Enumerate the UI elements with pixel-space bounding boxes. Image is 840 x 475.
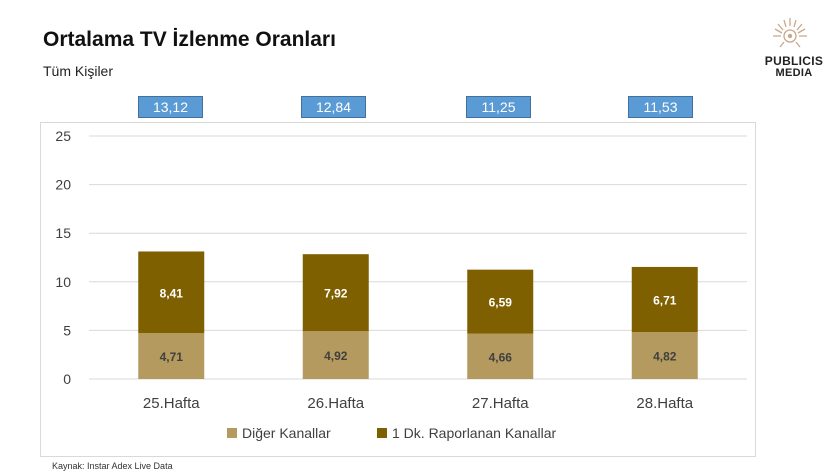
data-label: 6,59 <box>489 296 513 310</box>
legend-swatch-raporlanan <box>377 428 387 438</box>
y-tick-label: 0 <box>63 371 71 387</box>
bar-diger <box>138 333 205 379</box>
data-label: 8,41 <box>160 286 184 300</box>
x-tick-label: 27.Hafta <box>472 395 529 412</box>
source-note: Kaynak: Instar Adex Live Data <box>52 461 173 471</box>
logo-line1: PUBLICIS <box>764 54 824 68</box>
y-tick-label: 10 <box>55 274 71 290</box>
bar-raporlanan <box>302 254 369 332</box>
y-tick-label: 20 <box>55 177 71 193</box>
data-label: 4,82 <box>653 350 677 364</box>
bar-raporlanan <box>138 251 205 334</box>
data-label: 6,71 <box>653 294 677 308</box>
legend-label: 1 Dk. Raporlanan Kanallar <box>392 425 557 441</box>
total-label-26: 12,84 <box>301 96 366 118</box>
x-tick-label: 26.Hafta <box>307 395 364 412</box>
bar-diger <box>631 332 698 379</box>
x-tick-label: 25.Hafta <box>143 395 200 412</box>
chart-subtitle: Tüm Kişiler <box>43 63 114 79</box>
total-label-28: 11,53 <box>628 96 693 118</box>
bar-diger <box>302 331 369 379</box>
legend-swatch-diger <box>227 428 237 438</box>
bar-raporlanan <box>631 266 698 333</box>
legend-label: Diğer Kanallar <box>242 425 331 441</box>
chart-title: Ortalama TV İzlenme Oranları <box>43 28 336 51</box>
x-tick-label: 28.Hafta <box>636 395 693 412</box>
data-label: 4,66 <box>489 350 513 364</box>
logo-line2: MEDIA <box>775 67 813 79</box>
bar-diger <box>467 333 534 379</box>
sun-icon <box>773 18 807 48</box>
y-tick-label: 25 <box>55 128 71 144</box>
bar-raporlanan <box>467 269 534 334</box>
chart-area: 0 5 10 15 20 25 4,71 8,41 25.Hafta 4,92 7,92 26.Haf… <box>40 122 756 457</box>
y-tick-label: 5 <box>63 322 71 338</box>
stacked-bar-chart: 0 5 10 15 20 25 4,71 8,41 25.Hafta 4,92 7,92 26.Haf… <box>55 128 747 441</box>
data-label: 7,92 <box>324 287 348 301</box>
data-label: 4,71 <box>160 350 184 364</box>
publicis-media-logo: PUBLICIS MEDIA <box>750 14 830 84</box>
data-label: 4,92 <box>324 349 348 363</box>
total-label-25: 13,12 <box>138 96 203 118</box>
total-label-27: 11,25 <box>466 96 531 118</box>
y-tick-label: 15 <box>55 225 71 241</box>
